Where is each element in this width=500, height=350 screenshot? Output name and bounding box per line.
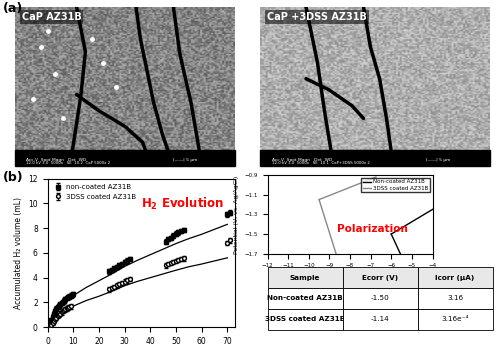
Bar (260, 150, 490, 166)
Text: |——| 5 μm: |——| 5 μm (174, 158, 198, 162)
3DSS coated AZ31B (322, 217, 328, 221)
Non-coated AZ31B (394, 246, 400, 250)
3DSS coated AZ31B (326, 228, 332, 232)
3DSS coated AZ31B (322, 215, 328, 219)
Text: Acc.V  Spot Magn   Det  WD: Acc.V Spot Magn Det WD (26, 158, 86, 162)
3DSS coated AZ31B (322, 219, 328, 223)
Text: 12.0 kV 3.0  5000x   SE  10.1  CaP+3DSS 5000x 2: 12.0 kV 3.0 5000x SE 10.1 CaP+3DSS 5000x… (272, 161, 370, 164)
Non-coated AZ31B (398, 252, 404, 256)
Text: CaP +3DSS AZ31B: CaP +3DSS AZ31B (267, 12, 367, 22)
3DSS coated AZ31B (323, 219, 329, 224)
3DSS coated AZ31B (316, 197, 322, 202)
Line: Non-coated AZ31B: Non-coated AZ31B (391, 234, 400, 254)
Legend: Non-coated AZ31B, 3DSS coated AZ31B: Non-coated AZ31B, 3DSS coated AZ31B (361, 178, 430, 192)
Non-coated AZ31B (394, 245, 400, 250)
Text: $\bf{H_2}$ Evolution: $\bf{H_2}$ Evolution (142, 196, 224, 212)
Non-coated AZ31B (392, 239, 398, 244)
Non-coated AZ31B (394, 245, 400, 249)
Y-axis label: Accumulated H₂ volume (mL): Accumulated H₂ volume (mL) (14, 197, 22, 309)
3DSS coated AZ31B (318, 204, 324, 208)
Non-coated AZ31B (388, 232, 394, 236)
Text: |——| 5 μm: |——| 5 μm (426, 158, 450, 162)
Text: CaP AZ31B: CaP AZ31B (22, 12, 82, 22)
Y-axis label: Potential (V, vs. Ag/AgCl): Potential (V, vs. Ag/AgCl) (234, 175, 239, 253)
X-axis label: Log current density, i (A/cm²): Log current density, i (A/cm²) (304, 274, 396, 280)
Line: 3DSS coated AZ31B: 3DSS coated AZ31B (319, 199, 336, 254)
Text: 12.0 kV 3.0  5000x   SE  10.2  CaP 5000x 2: 12.0 kV 3.0 5000x SE 10.2 CaP 5000x 2 (26, 161, 110, 164)
Text: (b): (b) (2, 172, 23, 184)
Non-coated AZ31B (395, 247, 401, 251)
3DSS coated AZ31B (333, 252, 339, 256)
Text: Acc.V  Spot Magn   Det  WD: Acc.V Spot Magn Det WD (272, 158, 332, 162)
Text: (a): (a) (2, 2, 23, 15)
Legend: non-coated AZ31B, 3DSS coated AZ31B: non-coated AZ31B, 3DSS coated AZ31B (51, 182, 139, 202)
Text: Polarization: Polarization (337, 224, 407, 234)
Non-coated AZ31B (396, 248, 402, 252)
Bar (15, 150, 235, 166)
